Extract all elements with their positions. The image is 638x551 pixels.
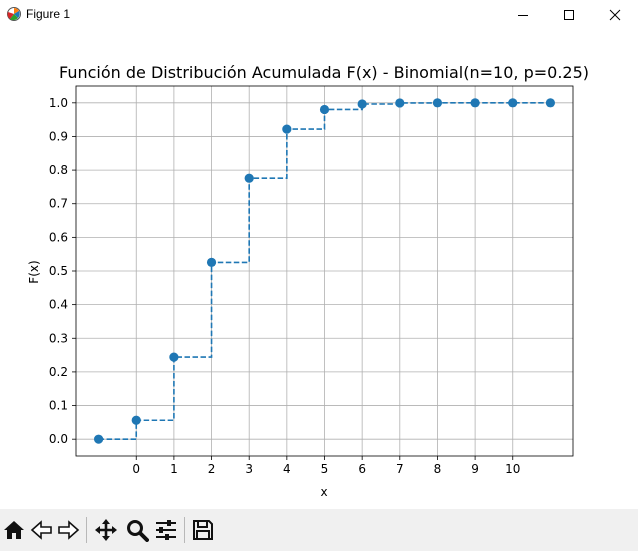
data-point bbox=[395, 98, 405, 108]
y-tick-label: 0.1 bbox=[49, 399, 68, 413]
forward-button[interactable] bbox=[56, 518, 80, 542]
y-tick-label: 0.0 bbox=[49, 432, 68, 446]
pan-icon bbox=[95, 519, 117, 541]
y-tick-label: 0.5 bbox=[49, 264, 68, 278]
x-tick-label: 3 bbox=[245, 462, 253, 476]
minimize-icon bbox=[518, 15, 528, 16]
data-point bbox=[131, 415, 141, 425]
x-tick-label: 6 bbox=[358, 462, 366, 476]
minimize-button[interactable] bbox=[500, 0, 546, 30]
chart-title: Función de Distribución Acumulada F(x) -… bbox=[59, 63, 589, 82]
home-button[interactable] bbox=[2, 518, 26, 542]
x-tick-label: 2 bbox=[208, 462, 216, 476]
y-tick-label: 1.0 bbox=[49, 96, 68, 110]
window-title: Figure 1 bbox=[26, 7, 71, 21]
y-tick-label: 0.2 bbox=[49, 365, 68, 379]
matplotlib-app-icon bbox=[7, 7, 21, 21]
y-tick-label: 0.4 bbox=[49, 298, 68, 312]
x-axis-label: x bbox=[320, 485, 327, 499]
data-point bbox=[282, 124, 292, 134]
toolbar-separator bbox=[86, 517, 87, 543]
data-point bbox=[206, 257, 217, 267]
x-tick-label: 7 bbox=[396, 462, 404, 476]
data-point bbox=[470, 98, 480, 108]
y-tick-label: 0.8 bbox=[49, 163, 68, 177]
x-tick-label: 5 bbox=[321, 462, 329, 476]
maximize-icon bbox=[564, 10, 574, 20]
cdf-chart: 0 1 2 3 4 5 6 7 8 9 10 0.0 0.1 0.2 0.3 0.4 0.5 0.6 0.7 0.8 0… bbox=[27, 63, 589, 499]
navigation-toolbar bbox=[0, 509, 638, 551]
x-tick-label: 10 bbox=[505, 462, 520, 476]
x-tick-label: 1 bbox=[170, 462, 178, 476]
pan-button[interactable] bbox=[94, 518, 118, 542]
zoom-icon bbox=[127, 520, 149, 542]
data-point bbox=[93, 434, 104, 444]
configure-subplots-icon bbox=[156, 520, 176, 540]
window-titlebar: Figure 1 bbox=[0, 0, 638, 30]
y-tick-label: 0.9 bbox=[49, 129, 68, 143]
figure-canvas: 0 1 2 3 4 5 6 7 8 9 10 0.0 0.1 0.2 0.3 0.4 0.5 0.6 0.7 0.8 0… bbox=[0, 30, 638, 509]
data-point bbox=[432, 98, 443, 108]
data-point bbox=[508, 98, 518, 108]
data-point bbox=[357, 99, 367, 109]
y-axis-label: F(x) bbox=[27, 260, 41, 283]
data-point bbox=[545, 98, 556, 108]
back-icon bbox=[30, 520, 52, 540]
x-tick-label: 4 bbox=[283, 462, 291, 476]
close-icon bbox=[609, 9, 621, 21]
maximize-button[interactable] bbox=[546, 0, 592, 30]
data-point bbox=[319, 104, 330, 115]
y-tick-label: 0.6 bbox=[49, 230, 68, 244]
x-tick-label: 9 bbox=[471, 462, 479, 476]
configure-subplots-button[interactable] bbox=[154, 518, 178, 542]
y-tick-label: 0.3 bbox=[49, 331, 68, 345]
x-tick-label: 0 bbox=[132, 462, 140, 476]
data-point bbox=[169, 352, 179, 362]
zoom-button[interactable] bbox=[125, 518, 149, 542]
close-button[interactable] bbox=[592, 0, 638, 30]
save-icon bbox=[193, 520, 213, 540]
data-point bbox=[244, 173, 254, 183]
forward-icon bbox=[58, 520, 80, 540]
save-button[interactable] bbox=[191, 518, 215, 542]
back-button[interactable] bbox=[30, 518, 54, 542]
home-icon bbox=[4, 521, 24, 539]
y-tick-label: 0.7 bbox=[49, 197, 68, 211]
toolbar-separator bbox=[184, 517, 185, 543]
x-tick-label: 8 bbox=[434, 462, 442, 476]
